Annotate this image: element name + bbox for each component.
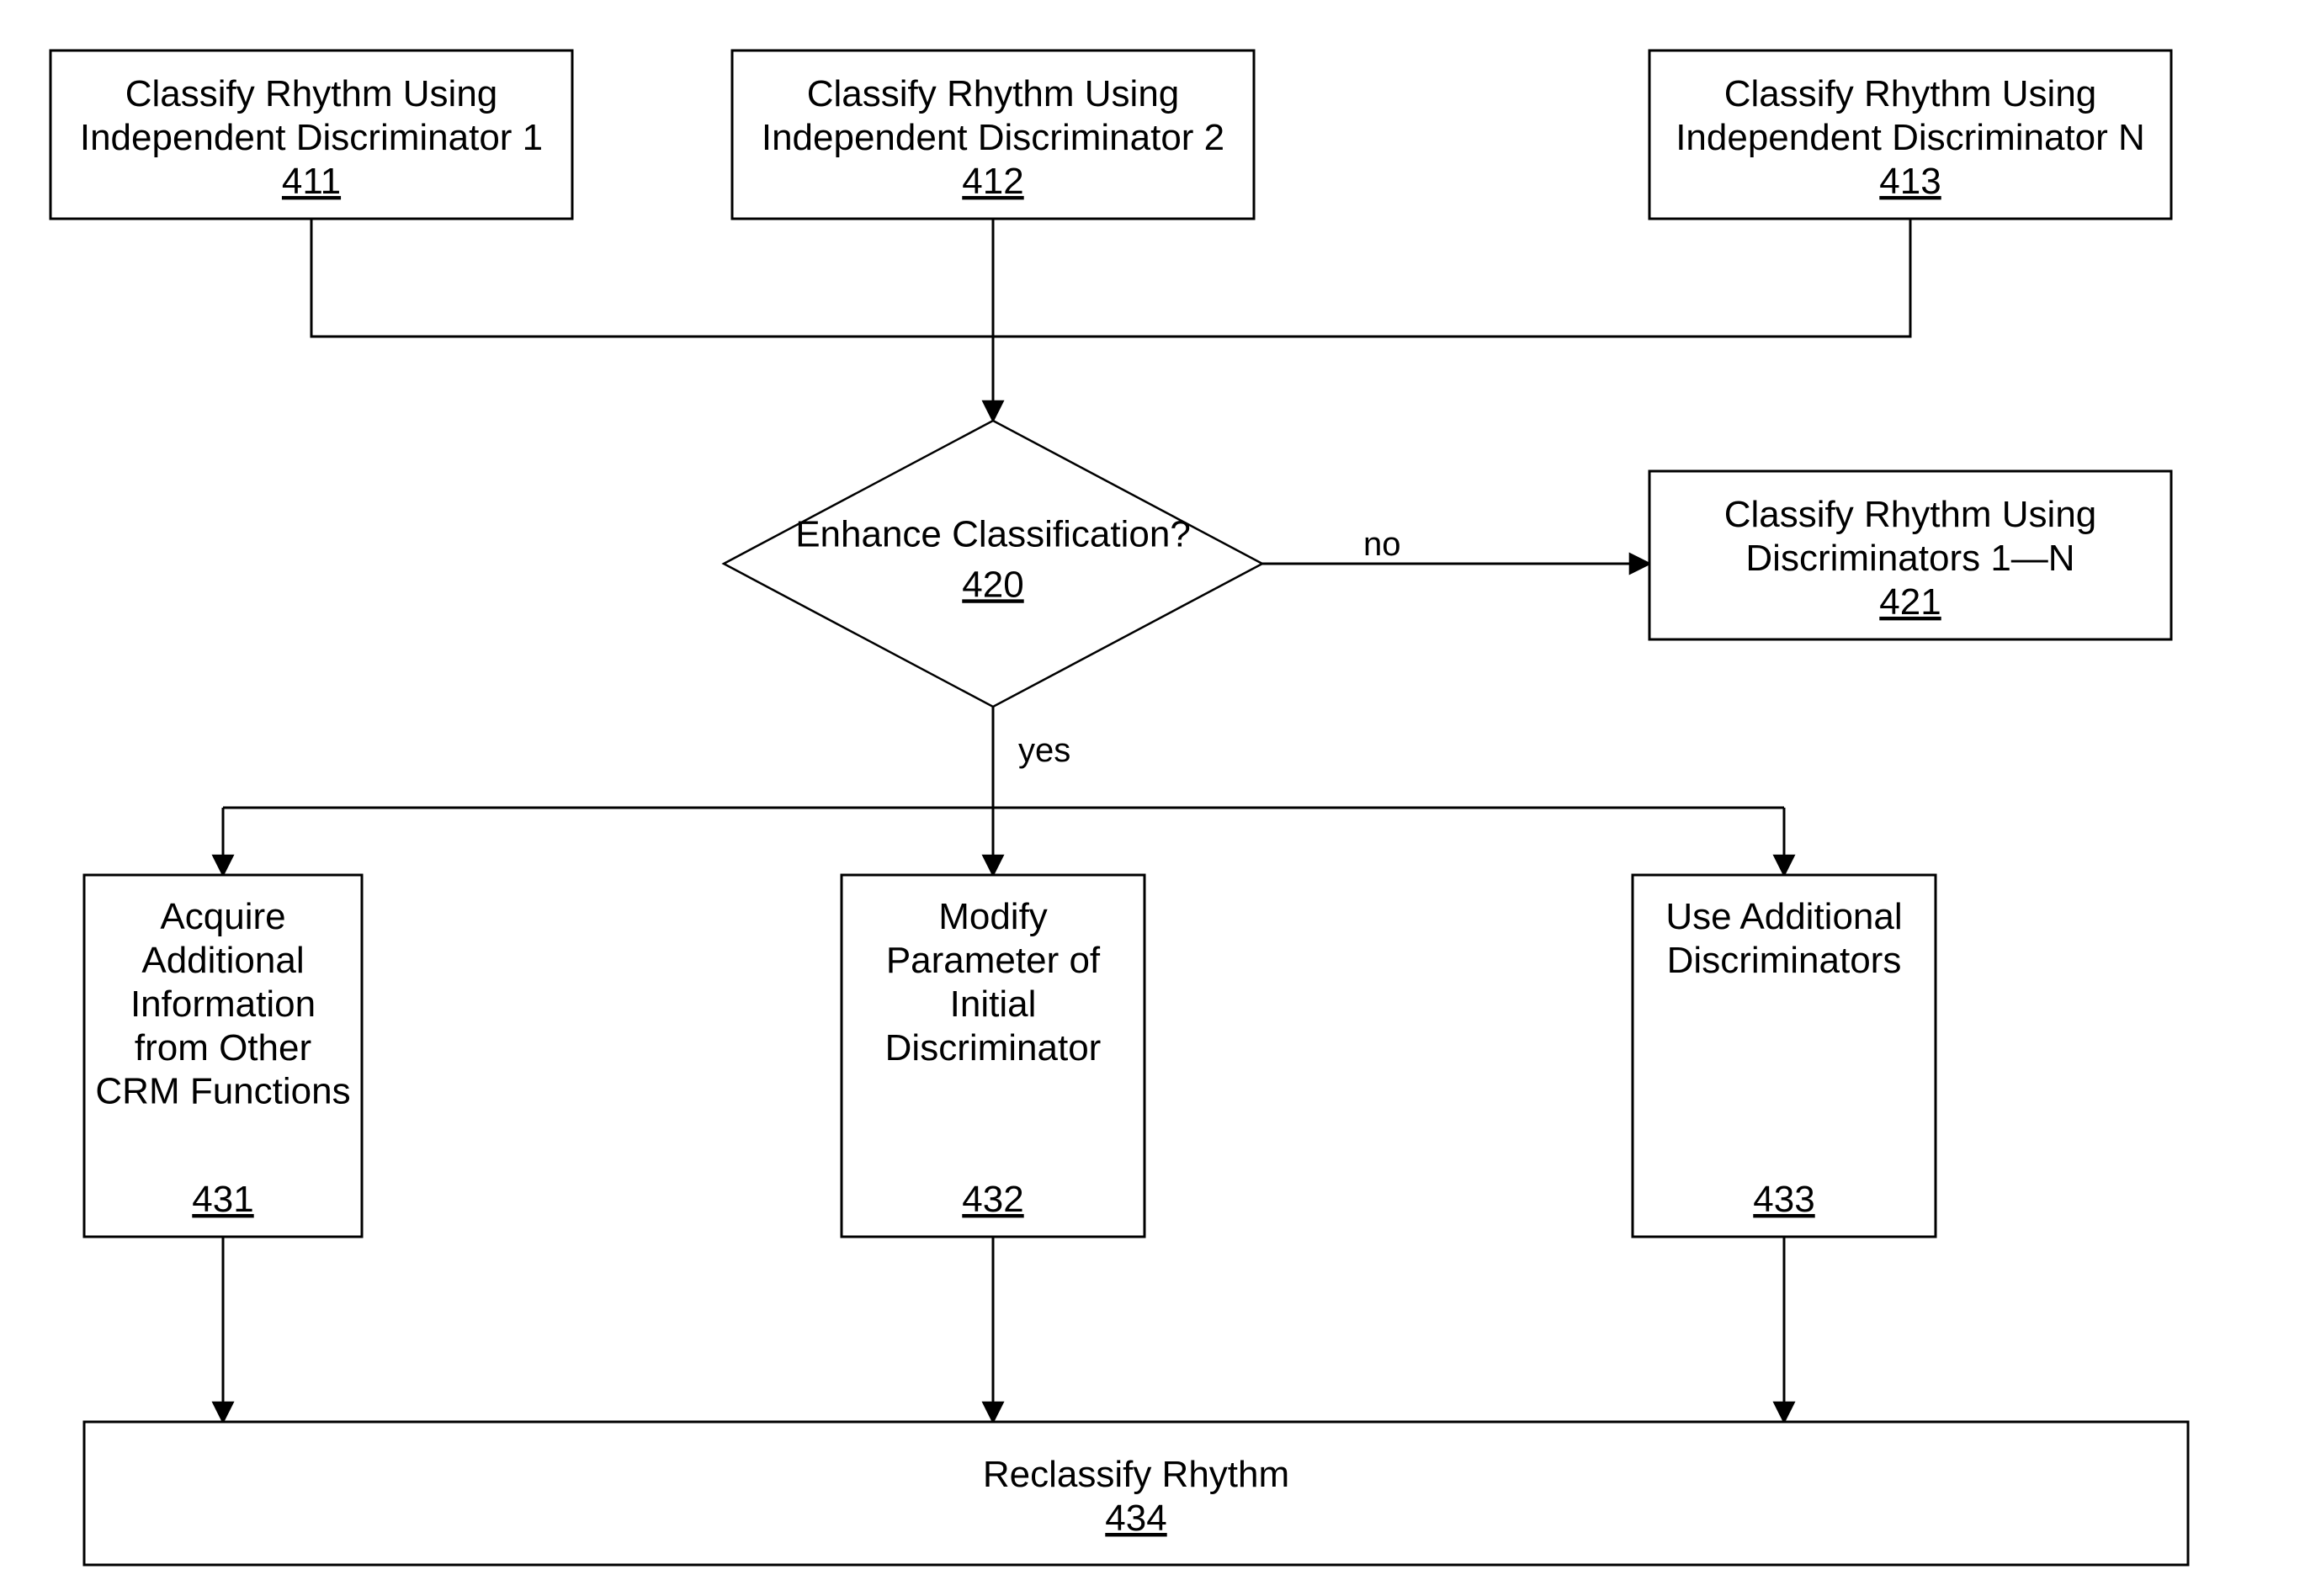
edge-e413_bus — [993, 219, 1910, 337]
edge-e411_bus — [311, 219, 993, 337]
node-text-n420-l0: Enhance Classification? — [795, 513, 1191, 554]
node-ref-n421: 421 — [1879, 581, 1941, 623]
node-n433: Use AdditionalDiscriminators 433 — [1633, 875, 1936, 1237]
flowchart-canvas: noyesClassify Rhythm UsingIndependent Di… — [0, 0, 2305, 1596]
node-ref-n420: 420 — [962, 564, 1023, 605]
node-ref-n411: 411 — [282, 161, 341, 202]
node-ref-n432: 432 — [962, 1179, 1023, 1220]
node-text-n412-l0: Classify Rhythm Using — [807, 73, 1180, 114]
node-text-n421-l0: Classify Rhythm Using — [1724, 494, 2097, 535]
node-ref-n434: 434 — [1105, 1498, 1166, 1539]
node-text-n433-l1: Discriminators — [1667, 940, 1902, 981]
node-n431: AcquireAdditionalInformationfrom OtherCR… — [84, 875, 362, 1237]
edge-label-e420_421: no — [1363, 526, 1401, 563]
node-n413: Classify Rhythm UsingIndependent Discrim… — [1649, 50, 2171, 219]
node-text-n432-l3: Discriminator — [885, 1027, 1102, 1068]
node-text-n411-l1: Independent Discriminator 1 — [80, 117, 543, 158]
node-text-n431-l4: CRM Functions — [95, 1071, 350, 1112]
edge-label-e420_yes: yes — [1018, 732, 1070, 769]
node-text-n412-l1: Independent Discriminator 2 — [762, 117, 1224, 158]
node-text-n431-l3: from Other — [135, 1027, 311, 1068]
node-ref-n413: 413 — [1879, 161, 1941, 202]
node-text-n411-l0: Classify Rhythm Using — [125, 73, 498, 114]
node-n412: Classify Rhythm UsingIndependent Discrim… — [732, 50, 1254, 219]
node-text-n421-l1: Discriminators 1—N — [1745, 538, 2074, 579]
node-n434: Reclassify Rhythm434 — [84, 1422, 2188, 1565]
node-n421: Classify Rhythm UsingDiscriminators 1—N4… — [1649, 471, 2171, 639]
node-text-n431-l2: Information — [130, 984, 316, 1025]
node-ref-n431: 431 — [192, 1179, 253, 1220]
node-text-n432-l2: Initial — [950, 984, 1037, 1025]
node-text-n433-l0: Use Additional — [1665, 896, 1902, 937]
node-text-n413-l1: Independent Discriminator N — [1676, 117, 2145, 158]
node-n411: Classify Rhythm UsingIndependent Discrim… — [50, 50, 572, 219]
node-ref-n433: 433 — [1753, 1179, 1814, 1220]
node-text-n413-l0: Classify Rhythm Using — [1724, 73, 2097, 114]
node-text-n432-l1: Parameter of — [886, 940, 1101, 981]
node-text-n431-l0: Acquire — [160, 896, 285, 937]
node-text-n434-l0: Reclassify Rhythm — [983, 1454, 1289, 1495]
node-n420: Enhance Classification? 420 — [724, 421, 1262, 707]
node-text-n432-l0: Modify — [938, 896, 1048, 937]
node-text-n431-l1: Additional — [141, 940, 304, 981]
node-ref-n412: 412 — [962, 161, 1023, 202]
node-n432: ModifyParameter ofInitialDiscriminator 43… — [842, 875, 1145, 1237]
